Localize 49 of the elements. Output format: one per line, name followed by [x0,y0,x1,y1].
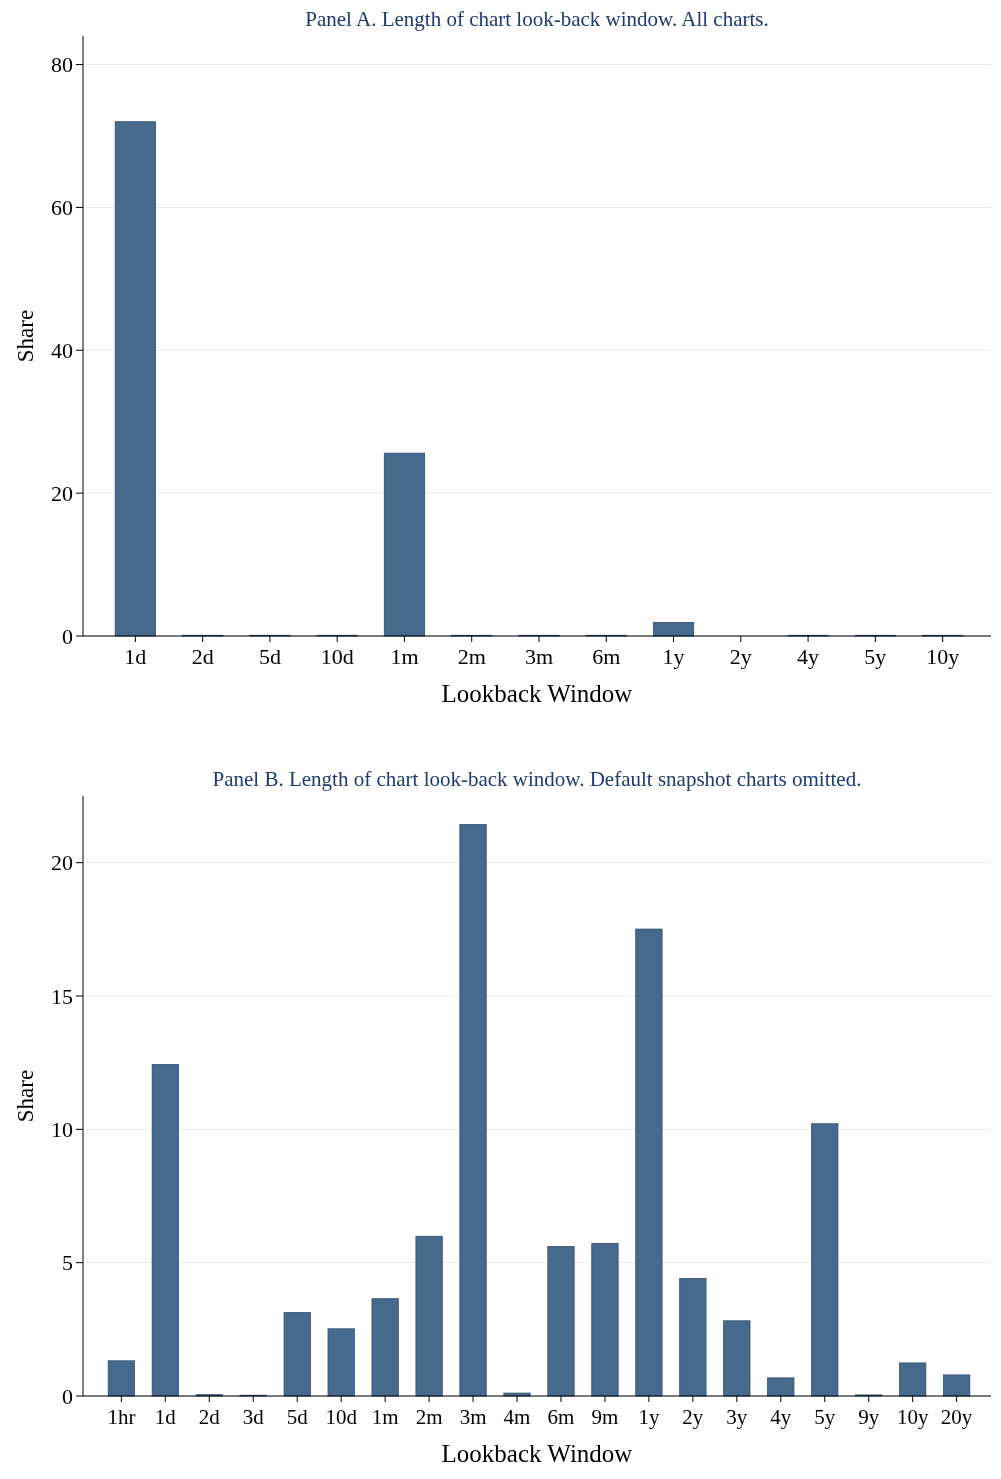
x-tick-label: 2m [457,644,486,669]
x-tick-label: 10d [325,1405,358,1429]
x-tick-label: 1hr [107,1405,136,1429]
x-tick-label: 3d [242,1405,265,1429]
x-tick-label: 2y [682,1405,704,1429]
x-tick-label: 1d [154,1405,177,1429]
x-tick-label: 1y [638,1405,660,1429]
x-tick-label: 1m [390,644,419,669]
chart-title: Panel A. Length of chart look-back window. All charts. [305,7,769,31]
y-axis-title: Share [13,1069,38,1123]
y-tick-label: 80 [51,52,73,78]
x-tick-label: 1d [124,644,147,669]
x-tick-label: 10y [896,1405,929,1429]
x-tick-label: 1m [371,1405,399,1429]
x-tick-label: 2m [415,1405,443,1429]
y-tick-label: 60 [51,195,73,221]
y-tick-label: 0 [62,1383,73,1409]
y-tick-label: 20 [51,480,73,506]
x-tick-label: 5d [258,644,281,669]
x-tick-label: 9y [858,1405,880,1429]
x-tick-label: 3y [726,1405,748,1429]
x-tick-label: 10y [926,644,960,669]
y-tick-label: 40 [51,337,73,363]
x-tick-label: 3m [459,1405,487,1429]
x-tick-label: 1y [662,644,685,669]
x-tick-label: 6m [547,1405,575,1429]
x-tick-label: 2y [729,644,752,669]
x-tick-label: 2d [198,1405,221,1429]
x-tick-label: 5y [814,1405,836,1429]
y-tick-label: 5 [62,1250,73,1276]
y-tick-label: 0 [62,623,73,649]
x-tick-label: 4y [797,644,820,669]
x-tick-label: 4y [770,1405,792,1429]
x-tick-label: 3m [524,644,554,669]
y-tick-label: 15 [51,983,73,1009]
x-tick-label: 2d [191,644,214,669]
x-tick-label: 4m [503,1405,531,1429]
x-tick-label: 10d [320,644,354,669]
y-tick-label: 10 [51,1117,73,1143]
chart-title: Panel B. Length of chart look-back window. Default snapshot charts omitted. [212,767,862,791]
x-tick-label: 5d [286,1405,309,1429]
x-tick-label: 5y [864,644,887,669]
x-tick-label: 20y [940,1405,973,1429]
x-tick-label: 9m [591,1405,619,1429]
x-tick-label: 6m [592,644,621,669]
y-axis-title: Share [13,309,38,363]
x-axis-title: Lookback Window [441,1440,633,1467]
x-axis-title: Lookback Window [441,680,633,707]
y-tick-label: 20 [51,850,73,876]
